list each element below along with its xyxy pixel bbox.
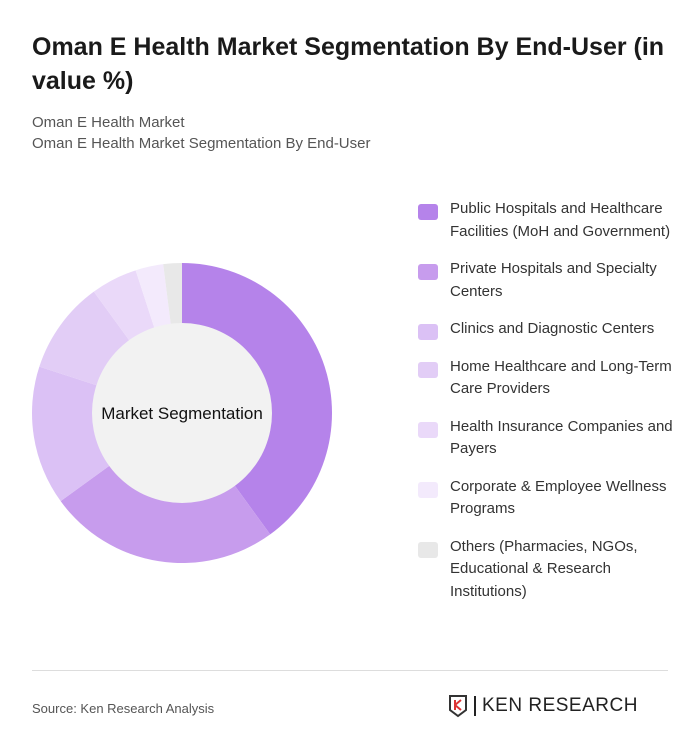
legend-swatch — [418, 481, 438, 498]
logo-text: KEN RESEARCH — [474, 696, 638, 716]
legend-item[interactable]: Home Healthcare and Long-Term Care Provi… — [418, 356, 678, 401]
legend-item[interactable]: Clinics and Diagnostic Centers — [418, 318, 678, 341]
legend-swatch — [418, 264, 438, 280]
legend-swatch — [418, 541, 438, 558]
legend-swatch — [418, 204, 438, 220]
legend-item[interactable]: Private Hospitals and Specialty Centers — [418, 258, 678, 303]
legend-label: Health Insurance Companies and Payers — [450, 417, 673, 458]
legend-swatch — [418, 421, 438, 438]
legend-item[interactable]: Health Insurance Companies and Payers — [418, 416, 678, 461]
donut-center — [92, 323, 272, 503]
legend-item[interactable]: Others (Pharmacies, NGOs, Educational & … — [418, 536, 678, 604]
subtitle-market: Oman E Health Market — [32, 114, 185, 131]
legend-item[interactable]: Public Hospitals and Healthcare Faciliti… — [418, 198, 678, 243]
divider — [32, 670, 668, 671]
legend-label: Home Healthcare and Long-Term Care Provi… — [450, 357, 672, 398]
legend: Public Hospitals and Healthcare Faciliti… — [418, 198, 678, 618]
legend-item[interactable]: Corporate & Employee Wellness Programs — [418, 476, 678, 521]
legend-swatch — [418, 361, 438, 378]
legend-label: Private Hospitals and Specialty Centers — [450, 260, 657, 300]
page-title: Oman E Health Market Segmentation By End… — [32, 33, 665, 95]
legend-label: Clinics and Diagnostic Centers — [450, 320, 655, 337]
legend-label: Public Hospitals and Healthcare Faciliti… — [450, 200, 671, 240]
legend-label: Others (Pharmacies, NGOs, Educational & … — [450, 537, 638, 600]
source-note: Source: Ken Research Analysis — [32, 701, 215, 716]
legend-swatch — [418, 324, 438, 340]
ken-logo-icon — [449, 695, 467, 718]
center-label: Market Segmentation — [101, 404, 263, 423]
ken-research-logo: KEN RESEARCH — [448, 694, 638, 718]
legend-label: Corporate & Employee Wellness Programs — [450, 477, 667, 518]
subtitle-segmentation: Oman E Health Market Segmentation By End… — [32, 135, 371, 152]
